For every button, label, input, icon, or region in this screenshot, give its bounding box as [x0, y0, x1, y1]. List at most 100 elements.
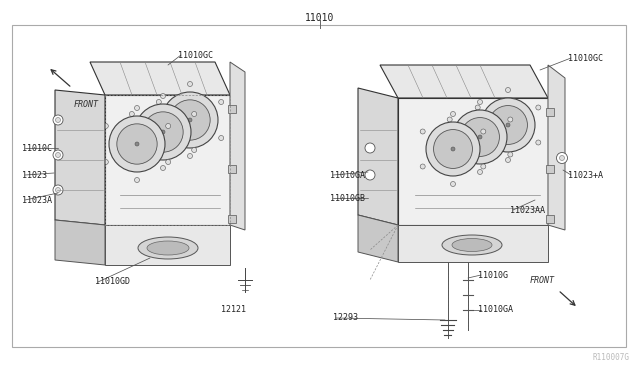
Circle shape: [188, 154, 193, 158]
Polygon shape: [380, 65, 548, 98]
Circle shape: [506, 157, 511, 163]
Circle shape: [447, 152, 452, 157]
Polygon shape: [358, 215, 398, 262]
Circle shape: [166, 124, 171, 128]
Circle shape: [134, 177, 140, 183]
Bar: [12, 25, 626, 347]
Circle shape: [536, 140, 541, 145]
Polygon shape: [55, 90, 105, 225]
Text: 11010GA: 11010GA: [330, 170, 365, 180]
Circle shape: [188, 118, 192, 122]
Circle shape: [508, 152, 513, 157]
Text: 11010GC: 11010GC: [178, 51, 213, 60]
Polygon shape: [358, 88, 398, 225]
Text: 11010: 11010: [305, 13, 335, 23]
Circle shape: [134, 106, 140, 110]
Polygon shape: [90, 62, 230, 95]
Polygon shape: [105, 95, 230, 225]
Circle shape: [475, 140, 480, 145]
Circle shape: [135, 142, 139, 146]
Bar: [546, 108, 554, 116]
Circle shape: [219, 135, 223, 141]
Circle shape: [188, 81, 193, 87]
Circle shape: [426, 122, 480, 176]
Circle shape: [481, 129, 486, 134]
Polygon shape: [398, 98, 548, 225]
Circle shape: [365, 170, 375, 180]
Circle shape: [447, 117, 452, 122]
Text: FRONT: FRONT: [74, 100, 99, 109]
Circle shape: [156, 135, 161, 141]
Text: 12121: 12121: [221, 305, 246, 314]
Circle shape: [488, 106, 527, 144]
Circle shape: [53, 115, 63, 125]
Bar: [228, 165, 236, 173]
Circle shape: [475, 105, 480, 110]
Circle shape: [129, 148, 134, 153]
Text: 11010GC: 11010GC: [568, 54, 603, 62]
Circle shape: [559, 155, 564, 160]
Circle shape: [135, 104, 191, 160]
Polygon shape: [230, 62, 245, 230]
Circle shape: [161, 166, 166, 170]
Circle shape: [451, 147, 455, 151]
Circle shape: [143, 112, 183, 152]
Bar: [546, 165, 554, 173]
Ellipse shape: [147, 241, 189, 255]
Text: 12293: 12293: [333, 314, 358, 323]
Circle shape: [161, 130, 165, 134]
Circle shape: [481, 164, 486, 169]
Circle shape: [161, 93, 166, 99]
Circle shape: [166, 160, 171, 164]
Ellipse shape: [138, 237, 198, 259]
Circle shape: [506, 123, 510, 127]
Polygon shape: [548, 65, 565, 230]
Circle shape: [191, 112, 196, 116]
Bar: [228, 215, 236, 223]
Circle shape: [191, 148, 196, 153]
Circle shape: [477, 170, 483, 174]
Circle shape: [477, 99, 483, 105]
Circle shape: [53, 150, 63, 160]
Text: R110007G: R110007G: [593, 353, 630, 362]
Circle shape: [536, 105, 541, 110]
Text: 11023+A: 11023+A: [568, 170, 603, 180]
Circle shape: [56, 187, 61, 192]
Bar: [228, 105, 236, 113]
Circle shape: [219, 99, 223, 105]
Text: 11023: 11023: [22, 170, 47, 180]
Ellipse shape: [442, 235, 502, 255]
Circle shape: [365, 143, 375, 153]
Circle shape: [420, 129, 425, 134]
Circle shape: [53, 185, 63, 195]
Circle shape: [453, 110, 507, 164]
Circle shape: [508, 117, 513, 122]
Circle shape: [506, 87, 511, 93]
Circle shape: [162, 92, 218, 148]
Text: 11010G: 11010G: [478, 270, 508, 279]
Circle shape: [461, 118, 499, 157]
Circle shape: [433, 129, 472, 169]
Polygon shape: [105, 225, 230, 265]
Polygon shape: [55, 220, 105, 265]
Circle shape: [481, 98, 535, 152]
Text: 11010GB: 11010GB: [330, 193, 365, 202]
Text: 11010GD: 11010GD: [95, 278, 130, 286]
Text: 11010C: 11010C: [22, 144, 52, 153]
Polygon shape: [398, 225, 548, 262]
Circle shape: [56, 118, 61, 122]
Circle shape: [478, 135, 482, 139]
Circle shape: [117, 124, 157, 164]
Circle shape: [420, 164, 425, 169]
Ellipse shape: [452, 238, 492, 251]
Circle shape: [451, 112, 456, 116]
Circle shape: [103, 124, 108, 128]
Bar: [546, 215, 554, 223]
Circle shape: [170, 100, 210, 140]
Text: 11023A: 11023A: [22, 196, 52, 205]
Circle shape: [156, 99, 161, 105]
Circle shape: [103, 160, 108, 164]
Circle shape: [109, 116, 165, 172]
Circle shape: [451, 182, 456, 186]
Circle shape: [129, 112, 134, 116]
